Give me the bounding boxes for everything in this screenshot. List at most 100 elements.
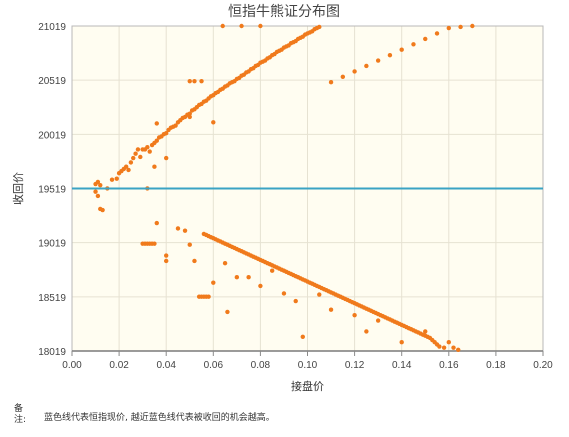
y-tick-label: 18019 (38, 347, 66, 358)
data-point-bear (222, 260, 228, 266)
data-point-bear (456, 347, 461, 353)
data-point-bear (317, 292, 322, 297)
data-point-bull (317, 24, 322, 30)
chart-title: 恒指牛熊证分布图 (228, 4, 340, 20)
data-point-bull (328, 80, 334, 85)
x-tick-label: 0.04 (156, 360, 176, 371)
data-point-bull (128, 160, 134, 165)
data-point-bull (123, 164, 129, 169)
data-point-bull (138, 154, 143, 160)
y-tick-label: 18519 (38, 293, 66, 304)
data-point-bull (114, 176, 119, 181)
data-point-bull (399, 47, 404, 52)
data-point-bear (211, 280, 216, 285)
data-point-bull (145, 145, 150, 150)
data-point-bull (147, 149, 152, 154)
data-point-bear (175, 226, 181, 231)
data-point-bear (375, 318, 381, 323)
data-point-bull (434, 31, 440, 36)
data-point-bull (187, 111, 192, 116)
data-point-bear (328, 307, 334, 312)
y-tick-label: 20519 (38, 76, 66, 87)
note-label: 备注: (14, 404, 27, 425)
data-point-bull (220, 23, 225, 29)
data-point-bear (164, 253, 169, 258)
data-point-bull (131, 155, 136, 161)
data-point-bear (281, 291, 287, 296)
data-point-bear (164, 258, 169, 264)
data-point-bear (399, 340, 404, 345)
data-point-bull (470, 23, 475, 29)
data-point-bear (446, 340, 451, 345)
data-point-bear (154, 220, 159, 226)
data-point-bull (109, 177, 115, 182)
x-tick-label: 0.06 (204, 360, 224, 371)
data-point-bear (451, 345, 456, 350)
data-point-bull (458, 24, 463, 30)
data-point-bull (192, 78, 197, 84)
data-point-bull (423, 36, 428, 42)
data-point-bull (164, 130, 169, 136)
x-axis-title: 接盘价 (291, 379, 324, 393)
data-point-bear (192, 258, 197, 264)
data-point-bull (239, 23, 244, 29)
data-point-bull (340, 74, 346, 80)
x-tick-label: 0.12 (345, 360, 365, 371)
data-point-bear (364, 329, 369, 334)
data-point-bull (154, 138, 159, 143)
data-point-bear (100, 207, 105, 213)
y-tick-label: 21019 (38, 22, 66, 33)
data-point-bull (364, 63, 369, 69)
data-point-bear (441, 345, 447, 350)
x-tick-label: 0.16 (439, 360, 459, 371)
data-point-bear (93, 189, 98, 194)
data-point-bull (411, 42, 416, 47)
y-tick-label: 20019 (38, 130, 66, 141)
chart-note: 备注: 蓝色线代表恒指现价, 越近蓝色线代表被收回的机会越高。 (14, 404, 554, 426)
x-tick-label: 0.02 (109, 360, 129, 371)
data-point-bear (95, 193, 101, 199)
note-text: 蓝色线代表恒指现价, 越近蓝色线代表被收回的机会越高。 (44, 413, 275, 423)
data-point-bear (234, 275, 240, 280)
data-point-bull (375, 58, 381, 63)
x-tick-label: 0.08 (251, 360, 271, 371)
data-point-bear (293, 298, 298, 304)
data-point-bull (187, 78, 192, 84)
x-tick-label: 0.10 (298, 360, 318, 371)
chart-svg: 恒指牛熊证分布图 0.00 0.02 0.04 0.06 0.08 0.10 0.12 0.1… (11, 4, 553, 393)
data-point-bull (258, 23, 263, 29)
y-tick-label: 19519 (38, 185, 66, 196)
data-point-bear (182, 228, 188, 233)
data-point-bull (133, 151, 138, 156)
data-point-bear (187, 242, 192, 247)
x-tick-label: 0.20 (533, 360, 553, 371)
data-point-bear (152, 241, 157, 246)
data-point-bull (98, 182, 103, 188)
data-point-bear (437, 344, 442, 349)
data-point-bull (211, 120, 216, 125)
data-point-bear (269, 268, 275, 273)
data-point-bull (446, 25, 451, 31)
data-point-bear (258, 283, 263, 289)
data-point-bear (206, 294, 211, 299)
data-point-bear (352, 312, 357, 318)
data-point-bull (352, 69, 357, 74)
x-tick-label: 0.14 (392, 360, 412, 371)
y-tick-label: 19019 (38, 239, 66, 250)
data-point-bull (152, 164, 157, 169)
data-point-bear (246, 275, 251, 280)
data-point-bear (423, 329, 428, 334)
data-point-bull (126, 167, 131, 173)
data-point-bull (387, 52, 393, 58)
data-point-bull (164, 155, 169, 161)
x-tick-label: 0.00 (62, 360, 82, 371)
data-point-bear (300, 334, 305, 340)
data-point-bear (225, 309, 230, 315)
y-axis-title: 收回价 (11, 172, 25, 205)
data-point-bull (154, 121, 159, 126)
data-point-bull (199, 78, 204, 84)
data-point-bull (187, 114, 192, 120)
data-point-bull (95, 179, 101, 185)
x-tick-label: 0.18 (486, 360, 506, 371)
